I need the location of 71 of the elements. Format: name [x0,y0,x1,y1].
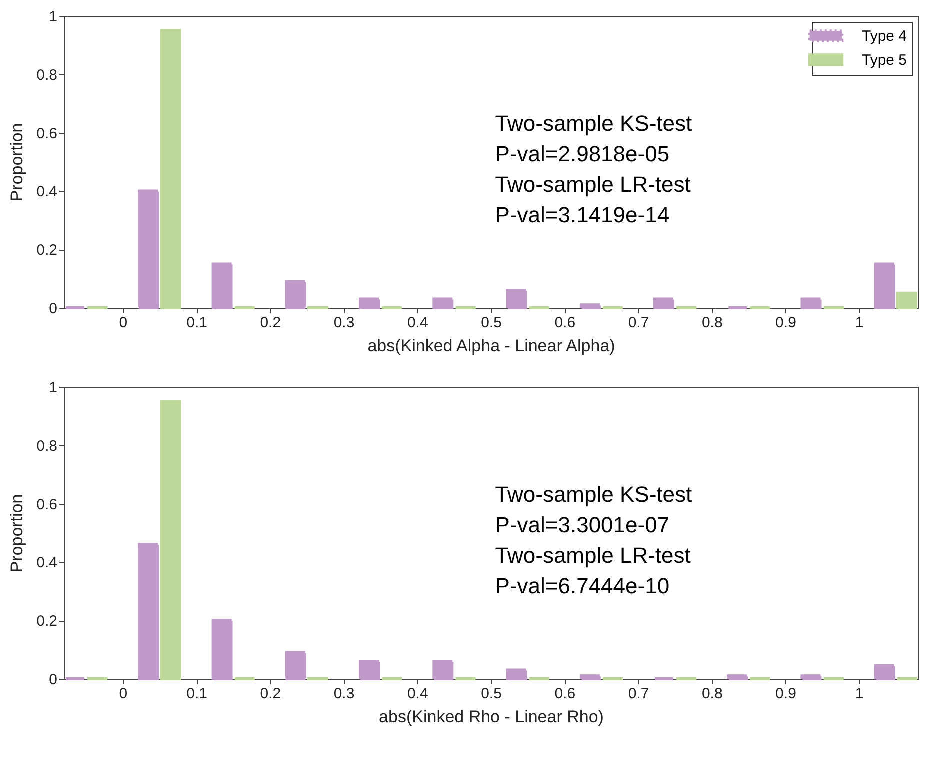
bar [874,664,896,680]
bar [359,298,380,310]
x-tick-label: 0.7 [628,686,650,702]
x-tick-label: 0.6 [554,314,576,332]
x-tick-label: 0.8 [702,686,723,702]
annotation: Two-sample KS-test [495,111,692,136]
bar [580,674,601,680]
x-tick-label: 0.8 [702,314,723,332]
x-tick-label: 0 [119,686,128,702]
bar [160,29,182,310]
bar [800,298,822,310]
bar [432,298,454,310]
bar [160,400,182,680]
annotation: P-val=6.7444e-10 [495,574,670,599]
legend-label: Type 4 [862,28,908,45]
annotation: P-val=2.9818e-05 [495,142,670,167]
y-tick-label: 0.2 [36,613,58,630]
bar [212,619,233,680]
y-tick-label: 0.4 [36,554,58,572]
bar [874,262,896,310]
x-tick-label: 0.9 [776,314,796,332]
y-tick-label: 0 [49,300,58,318]
x-tick-label: 0.3 [334,686,355,702]
x-axis-title: abs(Kinked Alpha - Linear Alpha) [368,336,616,356]
bar [285,651,306,680]
y-tick-label: 1 [49,8,58,26]
x-tick-label: 1 [855,314,864,332]
x-tick-label: 0.6 [554,686,576,702]
bar [359,660,380,680]
y-tick-label: 0.8 [36,438,58,455]
x-tick-label: 0.3 [334,314,355,332]
y-axis-title: Proportion [8,494,27,573]
x-tick-label: 0.5 [481,314,502,332]
bar [212,262,233,310]
bar [506,288,528,310]
bar [800,674,822,680]
legend-label: Type 5 [862,52,908,69]
y-tick-label: 0.4 [36,184,58,201]
x-tick-label: 0.4 [407,686,428,702]
bar [727,674,748,680]
bar [138,543,160,680]
annotation: P-val=3.3001e-07 [495,512,670,538]
x-tick-label: 0.1 [186,686,208,702]
y-tick-label: 1 [49,380,58,396]
x-tick-label: 0.1 [186,314,208,332]
bar [432,660,454,680]
x-tick-label: 0.2 [260,686,282,702]
y-tick-label: 0.6 [36,496,58,514]
bar [654,298,675,310]
bar [896,292,918,310]
bar [580,304,601,310]
y-axis-title: Proportion [8,123,27,202]
x-tick-label: 0.9 [776,686,796,702]
x-tick-label: 0.7 [628,314,650,332]
x-tick-label: 1 [855,686,864,702]
x-tick-label: 0.5 [481,686,502,702]
annotation: Two-sample LR-test [495,543,691,568]
annotation: P-val=3.1419e-14 [495,202,670,228]
y-tick-label: 0.8 [36,66,58,84]
y-tick-label: 0.6 [36,125,58,142]
x-axis-title: abs(Kinked Rho - Linear Rho) [379,708,604,726]
bar [285,280,306,310]
x-tick-label: 0.4 [407,314,428,332]
annotation: Two-sample KS-test [495,482,692,508]
y-tick-label: 0 [49,672,58,688]
x-tick-label: 0.2 [260,314,282,332]
x-tick-label: 0 [119,314,128,332]
annotation: Two-sample LR-test [495,172,691,198]
bar [506,668,528,680]
y-tick-label: 0.2 [36,242,58,260]
bar [138,190,160,310]
